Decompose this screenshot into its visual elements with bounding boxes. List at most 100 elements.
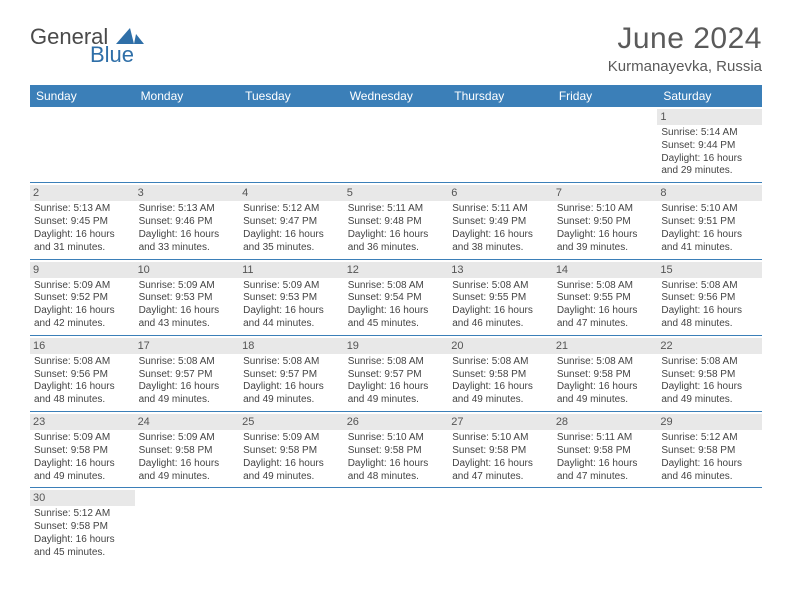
calendar-week-row: 1Sunrise: 5:14 AMSunset: 9:44 PMDaylight…: [30, 107, 762, 183]
day-details: Sunrise: 5:08 AMSunset: 9:58 PMDaylight:…: [557, 356, 654, 407]
day-number: 26: [344, 414, 449, 430]
calendar-empty-cell: [448, 488, 553, 564]
title-block: June 2024 Kurmanayevka, Russia: [608, 22, 762, 75]
calendar-week-row: 30 Sunrise: 5:12 AMSunset: 9:58 PMDayligh…: [30, 488, 762, 564]
calendar-week-row: 9 Sunrise: 5:09 AMSunset: 9:52 PMDaylight…: [30, 259, 762, 335]
day-number: 13: [448, 262, 553, 278]
day-number: 25: [239, 414, 344, 430]
day-number: 24: [135, 414, 240, 430]
day-details: Sunrise: 5:13 AMSunset: 9:46 PMDaylight:…: [139, 203, 236, 254]
day-number: 14: [553, 262, 658, 278]
calendar-day-cell: 21 Sunrise: 5:08 AMSunset: 9:58 PMDayligh…: [553, 335, 658, 411]
day-details: Sunrise: 5:09 AMSunset: 9:53 PMDaylight:…: [139, 280, 236, 331]
calendar-day-cell: 29 Sunrise: 5:12 AMSunset: 9:58 PMDayligh…: [657, 412, 762, 488]
calendar-empty-cell: [135, 488, 240, 564]
day-details: Sunrise: 5:11 AMSunset: 9:48 PMDaylight:…: [348, 203, 445, 254]
calendar-day-cell: 7 Sunrise: 5:10 AMSunset: 9:50 PMDaylight…: [553, 183, 658, 259]
day-details: Sunrise: 5:08 AMSunset: 9:57 PMDaylight:…: [139, 356, 236, 407]
day-details: Sunrise: 5:10 AMSunset: 9:58 PMDaylight:…: [452, 432, 549, 483]
day-number: 20: [448, 338, 553, 354]
calendar-empty-cell: [657, 488, 762, 564]
weekday-header: Wednesday: [344, 85, 449, 107]
calendar-day-cell: 4 Sunrise: 5:12 AMSunset: 9:47 PMDaylight…: [239, 183, 344, 259]
day-number: 16: [30, 338, 135, 354]
day-number: 23: [30, 414, 135, 430]
weekday-header: Monday: [135, 85, 240, 107]
day-number: 18: [239, 338, 344, 354]
day-number: 30: [30, 490, 135, 506]
day-details: Sunrise: 5:08 AMSunset: 9:56 PMDaylight:…: [34, 356, 131, 407]
day-number: 27: [448, 414, 553, 430]
day-number: 3: [135, 185, 240, 201]
calendar-day-cell: 9 Sunrise: 5:09 AMSunset: 9:52 PMDaylight…: [30, 259, 135, 335]
calendar-empty-cell: [30, 107, 135, 183]
calendar-empty-cell: [344, 107, 449, 183]
calendar-empty-cell: [135, 107, 240, 183]
day-number: 22: [657, 338, 762, 354]
calendar-day-cell: 22 Sunrise: 5:08 AMSunset: 9:58 PMDayligh…: [657, 335, 762, 411]
weekday-header: Thursday: [448, 85, 553, 107]
day-details: Sunrise: 5:12 AMSunset: 9:58 PMDaylight:…: [34, 508, 131, 559]
day-number: 5: [344, 185, 449, 201]
calendar-day-cell: 15Sunrise: 5:08 AMSunset: 9:56 PMDayligh…: [657, 259, 762, 335]
calendar-day-cell: 26Sunrise: 5:10 AMSunset: 9:58 PMDayligh…: [344, 412, 449, 488]
day-number: 2: [30, 185, 135, 201]
calendar-week-row: 16 Sunrise: 5:08 AMSunset: 9:56 PMDayligh…: [30, 335, 762, 411]
day-number: 4: [239, 185, 344, 201]
day-number: 28: [553, 414, 658, 430]
calendar-day-cell: 23Sunrise: 5:09 AMSunset: 9:58 PMDayligh…: [30, 412, 135, 488]
day-details: Sunrise: 5:09 AMSunset: 9:58 PMDaylight:…: [139, 432, 236, 483]
day-details: Sunrise: 5:08 AMSunset: 9:55 PMDaylight:…: [557, 280, 654, 331]
day-number: 11: [239, 262, 344, 278]
calendar-empty-cell: [553, 107, 658, 183]
day-details: Sunrise: 5:11 AMSunset: 9:49 PMDaylight:…: [452, 203, 549, 254]
calendar-day-cell: 24 Sunrise: 5:09 AMSunset: 9:58 PMDayligh…: [135, 412, 240, 488]
day-number: 7: [553, 185, 658, 201]
calendar-day-cell: 2 Sunrise: 5:13 AMSunset: 9:45 PMDaylight…: [30, 183, 135, 259]
calendar-day-cell: 10 Sunrise: 5:09 AMSunset: 9:53 PMDayligh…: [135, 259, 240, 335]
day-details: Sunrise: 5:12 AMSunset: 9:58 PMDaylight:…: [661, 432, 758, 483]
day-details: Sunrise: 5:14 AMSunset: 9:44 PMDaylight:…: [661, 127, 758, 178]
header: General Blue June 2024 Kurmanayevka, Rus…: [30, 22, 762, 75]
month-title: June 2024: [608, 22, 762, 56]
calendar-empty-cell: [239, 107, 344, 183]
calendar-empty-cell: [553, 488, 658, 564]
day-details: Sunrise: 5:08 AMSunset: 9:54 PMDaylight:…: [348, 280, 445, 331]
calendar-day-cell: 18 Sunrise: 5:08 AMSunset: 9:57 PMDayligh…: [239, 335, 344, 411]
day-details: Sunrise: 5:10 AMSunset: 9:50 PMDaylight:…: [557, 203, 654, 254]
calendar-empty-cell: [448, 107, 553, 183]
calendar-day-cell: 3 Sunrise: 5:13 AMSunset: 9:46 PMDaylight…: [135, 183, 240, 259]
day-details: Sunrise: 5:08 AMSunset: 9:55 PMDaylight:…: [452, 280, 549, 331]
day-number: 10: [135, 262, 240, 278]
day-number: 6: [448, 185, 553, 201]
calendar-day-cell: 6 Sunrise: 5:11 AMSunset: 9:49 PMDaylight…: [448, 183, 553, 259]
day-number: 8: [657, 185, 762, 201]
day-details: Sunrise: 5:09 AMSunset: 9:58 PMDaylight:…: [243, 432, 340, 483]
day-number: 21: [553, 338, 658, 354]
day-details: Sunrise: 5:08 AMSunset: 9:57 PMDaylight:…: [243, 356, 340, 407]
day-number: 29: [657, 414, 762, 430]
calendar-day-cell: 1Sunrise: 5:14 AMSunset: 9:44 PMDaylight…: [657, 107, 762, 183]
calendar-day-cell: 8Sunrise: 5:10 AMSunset: 9:51 PMDaylight…: [657, 183, 762, 259]
day-number: 9: [30, 262, 135, 278]
calendar-day-cell: 13 Sunrise: 5:08 AMSunset: 9:55 PMDayligh…: [448, 259, 553, 335]
calendar-table: SundayMondayTuesdayWednesdayThursdayFrid…: [30, 85, 762, 564]
weekday-header-row: SundayMondayTuesdayWednesdayThursdayFrid…: [30, 85, 762, 107]
day-details: Sunrise: 5:09 AMSunset: 9:52 PMDaylight:…: [34, 280, 131, 331]
calendar-day-cell: 11Sunrise: 5:09 AMSunset: 9:53 PMDayligh…: [239, 259, 344, 335]
calendar-day-cell: 16 Sunrise: 5:08 AMSunset: 9:56 PMDayligh…: [30, 335, 135, 411]
weekday-header: Saturday: [657, 85, 762, 107]
day-details: Sunrise: 5:08 AMSunset: 9:58 PMDaylight:…: [661, 356, 758, 407]
calendar-day-cell: 20Sunrise: 5:08 AMSunset: 9:58 PMDayligh…: [448, 335, 553, 411]
day-details: Sunrise: 5:11 AMSunset: 9:58 PMDaylight:…: [557, 432, 654, 483]
location: Kurmanayevka, Russia: [608, 58, 762, 75]
calendar-day-cell: 27 Sunrise: 5:10 AMSunset: 9:58 PMDayligh…: [448, 412, 553, 488]
calendar-day-cell: 17Sunrise: 5:08 AMSunset: 9:57 PMDayligh…: [135, 335, 240, 411]
day-number: 19: [344, 338, 449, 354]
day-details: Sunrise: 5:08 AMSunset: 9:56 PMDaylight:…: [661, 280, 758, 331]
calendar-day-cell: 25 Sunrise: 5:09 AMSunset: 9:58 PMDayligh…: [239, 412, 344, 488]
day-details: Sunrise: 5:12 AMSunset: 9:47 PMDaylight:…: [243, 203, 340, 254]
calendar-day-cell: 12Sunrise: 5:08 AMSunset: 9:54 PMDayligh…: [344, 259, 449, 335]
day-details: Sunrise: 5:13 AMSunset: 9:45 PMDaylight:…: [34, 203, 131, 254]
calendar-day-cell: 19Sunrise: 5:08 AMSunset: 9:57 PMDayligh…: [344, 335, 449, 411]
